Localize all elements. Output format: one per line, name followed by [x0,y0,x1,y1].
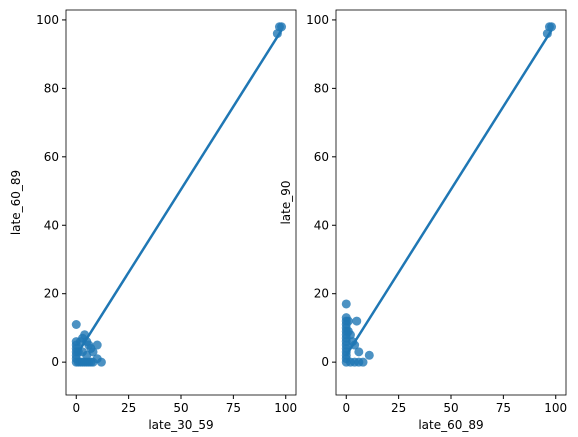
point [341,299,351,309]
y-tick-label: 100 [36,13,59,27]
point [354,347,364,357]
y-tick-label: 40 [314,218,329,232]
point [358,357,368,367]
x-tick-label: 100 [274,401,297,415]
y-tick-label: 40 [44,218,59,232]
y-tick-label: 60 [314,150,329,164]
y-tick-label: 20 [44,287,59,301]
point [343,316,353,326]
point [82,350,92,360]
x-tick-label: 50 [443,401,458,415]
y-tick-label: 80 [314,81,329,95]
point [274,22,284,32]
point [71,320,81,330]
x-axis-label: late_30_59 [148,418,213,432]
y-tick-label: 20 [314,287,329,301]
point [92,340,102,350]
regression-line [75,29,283,356]
x-tick-label: 50 [173,401,188,415]
point [345,330,355,340]
x-tick-label: 0 [72,401,80,415]
y-tick-label: 100 [306,13,329,27]
y-axis-label: late_60_89 [9,170,23,235]
x-tick-label: 75 [226,401,241,415]
x-axis-label: late_60_89 [418,418,483,432]
y-axis-label: late_90 [279,180,293,224]
x-tick-label: 75 [496,401,511,415]
axes-frame [65,9,297,396]
x-tick-label: 25 [121,401,136,415]
y-tick-label: 60 [44,150,59,164]
point [544,22,554,32]
y-tick-label: 0 [51,355,59,369]
regression-line [345,29,553,356]
y-tick-label: 80 [44,81,59,95]
axes-frame [335,9,567,396]
x-tick-label: 25 [391,401,406,415]
point [352,316,362,326]
point [364,350,374,360]
x-tick-label: 0 [342,401,350,415]
x-tick-label: 100 [544,401,567,415]
y-tick-label: 0 [321,355,329,369]
point [96,357,106,367]
